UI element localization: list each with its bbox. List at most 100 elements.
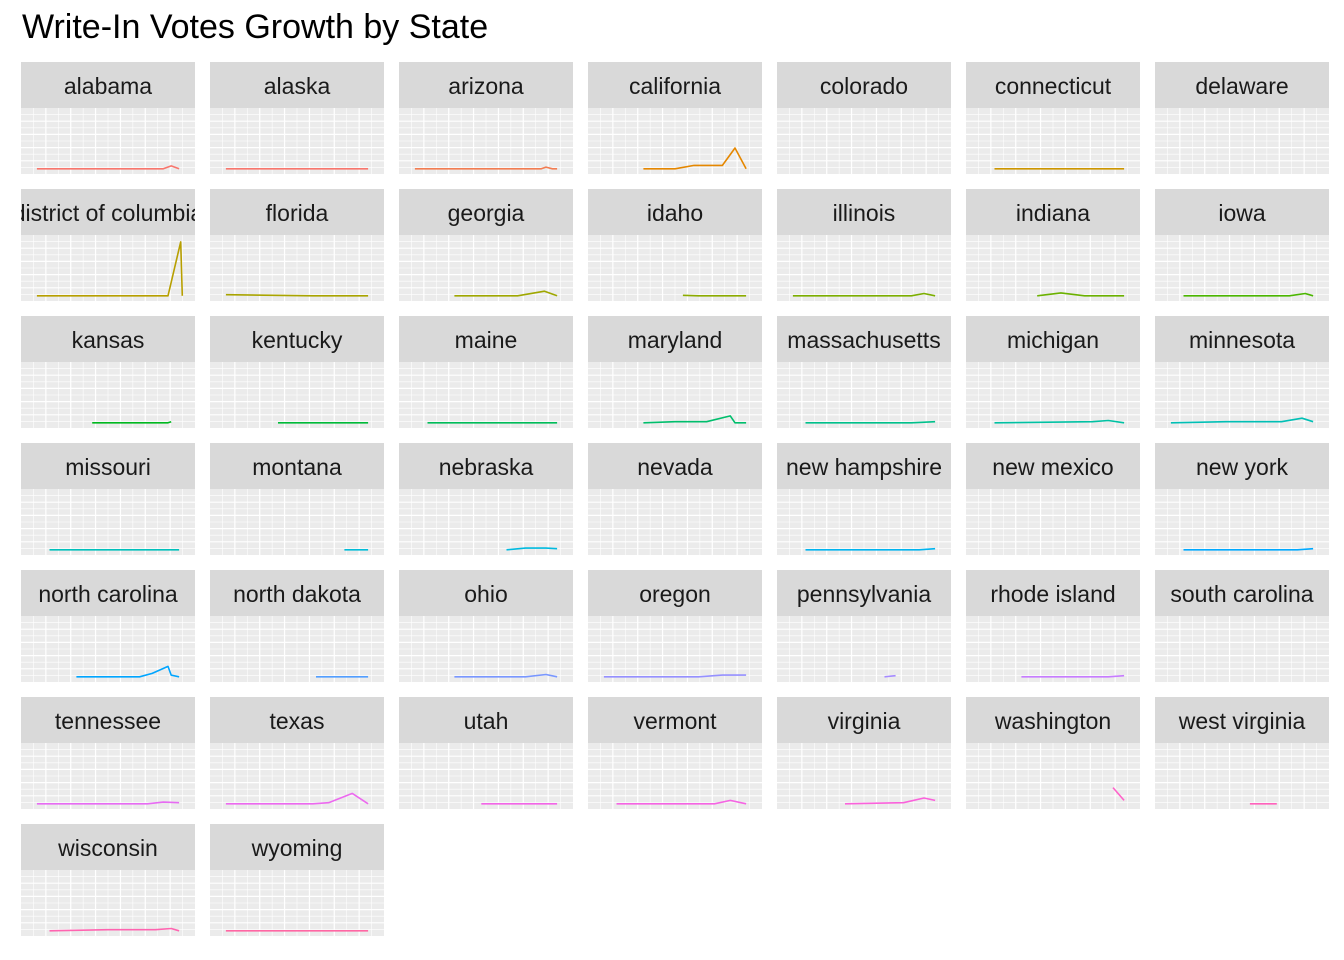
facet-strip: vermont bbox=[588, 697, 762, 743]
facet-strip: north carolina bbox=[21, 570, 195, 616]
facet-strip: north dakota bbox=[210, 570, 384, 616]
facet-panel bbox=[777, 362, 951, 428]
facet-pennsylvania: pennsylvania bbox=[777, 570, 951, 682]
series-line-michigan bbox=[994, 419, 1125, 424]
facet-strip: new hampshire bbox=[777, 443, 951, 489]
facet-plot bbox=[399, 743, 573, 809]
facet-panel bbox=[966, 743, 1140, 809]
facet-plot bbox=[210, 362, 384, 428]
facet-missouri: missouri bbox=[21, 443, 195, 555]
series-line-nebraska bbox=[506, 547, 558, 551]
facet-panel bbox=[210, 616, 384, 682]
facet-strip: pennsylvania bbox=[777, 570, 951, 616]
facet-kentucky: kentucky bbox=[210, 316, 384, 428]
facet-panel bbox=[1155, 616, 1329, 682]
facet-label: maryland bbox=[627, 327, 723, 353]
series-line-texas bbox=[225, 792, 369, 805]
facet-label: california bbox=[628, 73, 722, 99]
facet-panel bbox=[588, 616, 762, 682]
facet-label: florida bbox=[265, 200, 329, 226]
facet-label: washington bbox=[994, 708, 1112, 734]
facet-strip: alabama bbox=[21, 62, 195, 108]
facet-plot bbox=[21, 870, 195, 936]
facet-panel bbox=[966, 489, 1140, 555]
facet-strip: arizona bbox=[399, 62, 573, 108]
facet-panel bbox=[21, 743, 195, 809]
facet-strip: tennessee bbox=[21, 697, 195, 743]
series-line-indiana bbox=[1037, 292, 1125, 297]
facet-label: utah bbox=[463, 708, 509, 734]
facet-plot bbox=[21, 235, 195, 301]
facet-panel bbox=[966, 108, 1140, 174]
facet-strip: iowa bbox=[1155, 189, 1329, 235]
facet-plot bbox=[966, 743, 1140, 809]
facet-label: delaware bbox=[1195, 73, 1289, 99]
facet-panel bbox=[777, 108, 951, 174]
facet-label: michigan bbox=[1006, 327, 1100, 353]
facet-strip: massachusetts bbox=[777, 316, 951, 362]
facet-strip: minnesota bbox=[1155, 316, 1329, 362]
facet-panel bbox=[588, 743, 762, 809]
facet-label: vermont bbox=[633, 708, 717, 734]
facet-label: new york bbox=[1195, 454, 1289, 480]
facet-plot bbox=[21, 362, 195, 428]
facet-connecticut: connecticut bbox=[966, 62, 1140, 174]
facet-plot bbox=[21, 616, 195, 682]
facet-north-dakota: north dakota bbox=[210, 570, 384, 682]
facet-iowa: iowa bbox=[1155, 189, 1329, 301]
facet-strip: kansas bbox=[21, 316, 195, 362]
facet-panel bbox=[399, 108, 573, 174]
facet-plot bbox=[966, 362, 1140, 428]
facet-plot bbox=[588, 362, 762, 428]
facet-montana: montana bbox=[210, 443, 384, 555]
series-line-district-of-columbia bbox=[36, 241, 184, 297]
facet-strip: connecticut bbox=[966, 62, 1140, 108]
series-line-kansas bbox=[92, 420, 172, 424]
facet-label: north dakota bbox=[233, 581, 361, 607]
facet-strip: montana bbox=[210, 443, 384, 489]
facet-massachusetts: massachusetts bbox=[777, 316, 951, 428]
facet-label: kansas bbox=[71, 327, 145, 353]
facet-label: minnesota bbox=[1188, 327, 1296, 353]
facet-district-of-columbia: district of columbia bbox=[21, 189, 195, 301]
facet-plot bbox=[210, 743, 384, 809]
facet-strip: district of columbia bbox=[21, 189, 195, 235]
facet-label: arizona bbox=[448, 73, 524, 99]
facet-virginia: virginia bbox=[777, 697, 951, 809]
facet-plot bbox=[210, 616, 384, 682]
facet-plot bbox=[210, 235, 384, 301]
facet-oregon: oregon bbox=[588, 570, 762, 682]
facet-arizona: arizona bbox=[399, 62, 573, 174]
facet-strip: nevada bbox=[588, 443, 762, 489]
facet-minnesota: minnesota bbox=[1155, 316, 1329, 428]
facet-label: virginia bbox=[827, 708, 901, 734]
facet-label: georgia bbox=[447, 200, 525, 226]
facet-strip: texas bbox=[210, 697, 384, 743]
facet-strip: washington bbox=[966, 697, 1140, 743]
facet-panel bbox=[966, 362, 1140, 428]
facet-label: maine bbox=[454, 327, 518, 353]
series-line-north-carolina bbox=[76, 665, 180, 678]
facet-plot bbox=[21, 743, 195, 809]
facet-strip: ohio bbox=[399, 570, 573, 616]
facet-kansas: kansas bbox=[21, 316, 195, 428]
facet-new-mexico: new mexico bbox=[966, 443, 1140, 555]
facet-idaho: idaho bbox=[588, 189, 762, 301]
facet-plot bbox=[1155, 743, 1329, 809]
facet-new-hampshire: new hampshire bbox=[777, 443, 951, 555]
series-line-oregon bbox=[603, 674, 747, 678]
facet-panel bbox=[399, 362, 573, 428]
facet-strip: michigan bbox=[966, 316, 1140, 362]
facet-strip: west virginia bbox=[1155, 697, 1329, 743]
facet-strip: indiana bbox=[966, 189, 1140, 235]
facet-plot bbox=[588, 108, 762, 174]
facet-plot bbox=[588, 743, 762, 809]
facet-plot bbox=[588, 235, 762, 301]
facet-georgia: georgia bbox=[399, 189, 573, 301]
facet-plot bbox=[1155, 235, 1329, 301]
facet-label: ohio bbox=[464, 581, 508, 607]
facet-panel bbox=[1155, 108, 1329, 174]
facet-plot bbox=[210, 489, 384, 555]
facet-label: colorado bbox=[819, 73, 909, 99]
series-line-illinois bbox=[792, 292, 936, 297]
